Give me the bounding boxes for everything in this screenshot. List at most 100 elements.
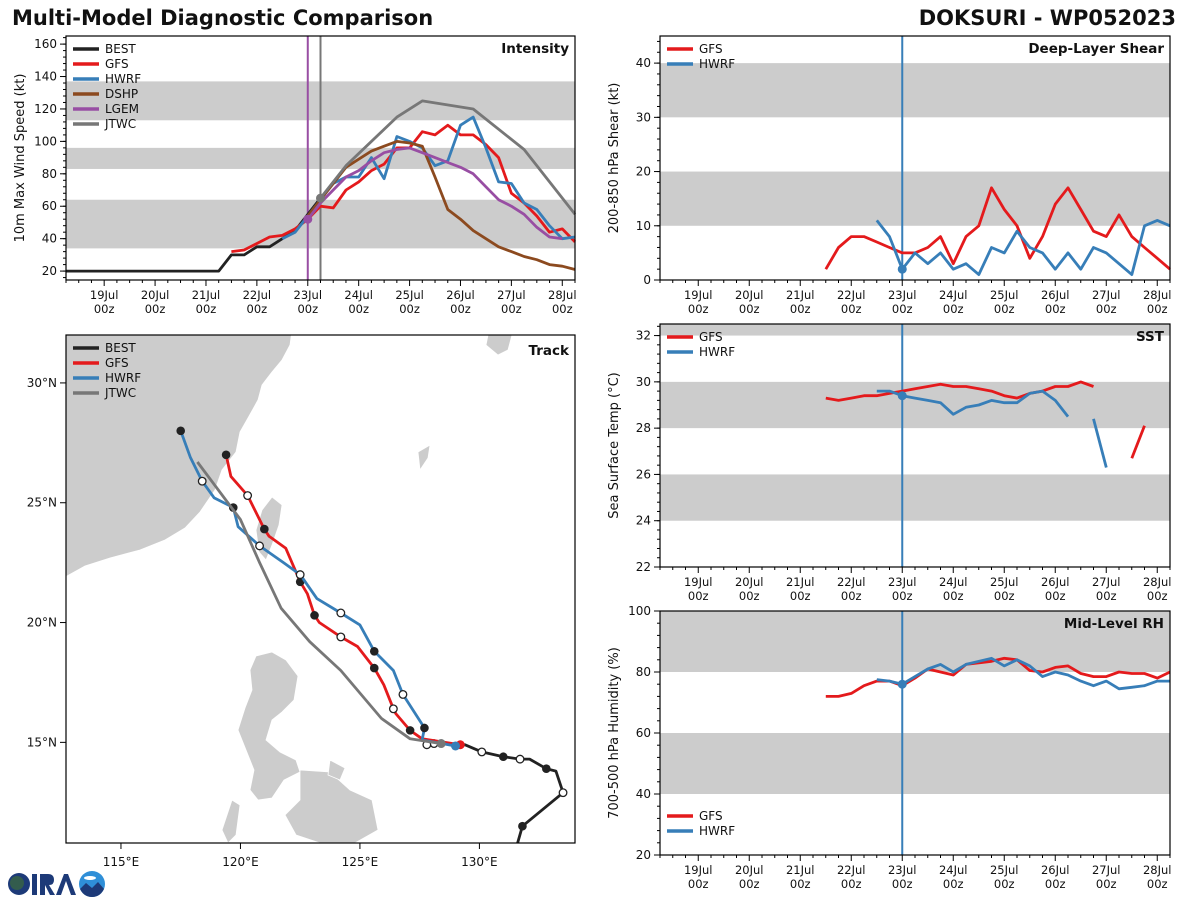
- x-tick-label-hour: 00z: [943, 877, 964, 891]
- series-line: [876, 656, 1170, 691]
- x-tick-label-hour: 00z: [1147, 877, 1168, 891]
- x-tick-label-hour: 00z: [739, 589, 760, 603]
- x-tick-label-date: 28Jul: [1143, 575, 1172, 589]
- series-jtwc: [316, 99, 577, 216]
- y-tick-label: 60: [636, 726, 651, 740]
- y-tick-label: 22: [636, 560, 651, 574]
- x-tick-label-date: 27Jul: [497, 288, 526, 302]
- track-marker-open: [388, 704, 398, 714]
- x-tick-label-hour: 00z: [1096, 302, 1117, 316]
- x-tick-label-hour: 00z: [790, 302, 811, 316]
- y-tick-label: 140: [34, 70, 57, 84]
- plot-frame: [659, 35, 1171, 281]
- land-mainland-china: [66, 335, 292, 578]
- analysis-marker: [897, 679, 907, 689]
- x-tick-label-date: 25Jul: [990, 575, 1019, 589]
- x-tick-label-hour: 00z: [892, 302, 913, 316]
- x-tick-label-date: 21Jul: [786, 288, 815, 302]
- panel-intensity: 19Jul00z20Jul00z21Jul00z22Jul00z23Jul00z…: [13, 35, 577, 316]
- y-tick-label: 20: [42, 264, 57, 278]
- cira-logo: [8, 871, 105, 897]
- y-tick-label: 80: [636, 665, 651, 679]
- legend-item-hwrf: HWRF: [667, 345, 735, 359]
- x-tick-label-hour: 00z: [196, 302, 217, 316]
- x-tick-label-date: 27Jul: [1092, 863, 1121, 877]
- x-tick-label-date: 19Jul: [684, 575, 713, 589]
- x-tick-label-hour: 00z: [1096, 877, 1117, 891]
- legend-item-gfs: GFS: [667, 809, 723, 823]
- track-marker-open: [477, 747, 487, 757]
- track-marker-filled: [221, 450, 231, 460]
- legend-item-jtwc: JTWC: [73, 386, 136, 400]
- legend-item-lgem: LGEM: [73, 102, 139, 116]
- x-tick-label-date: 23Jul: [888, 863, 917, 877]
- series-hwrf: [875, 218, 1171, 277]
- y-tick-label: 28: [636, 421, 651, 435]
- track-marker-filled: [420, 723, 429, 733]
- x-tick-label-hour: 00z: [994, 589, 1015, 603]
- y-tick-label: 0: [643, 273, 651, 287]
- track-marker-open: [295, 570, 305, 580]
- plot-frame: [659, 323, 1171, 568]
- legend-item-hwrf: HWRF: [73, 371, 141, 385]
- y-axis-label: 700-500 hPa Humidity (%): [607, 647, 622, 819]
- x-tick-label: 120°E: [222, 855, 259, 869]
- analysis-marker: [897, 391, 907, 401]
- x-tick-label-hour: 00z: [892, 877, 913, 891]
- panel-title: Track: [529, 343, 570, 359]
- legend-item-gfs: GFS: [73, 356, 129, 370]
- x-tick-label-hour: 00z: [399, 302, 420, 316]
- x-tick-label-date: 26Jul: [1041, 863, 1070, 877]
- x-tick-label-date: 26Jul: [446, 288, 475, 302]
- land-ryukyu: [417, 444, 431, 472]
- shaded-band: [660, 171, 1170, 226]
- x-tick-label: 130°E: [461, 855, 498, 869]
- track-line: [179, 430, 456, 748]
- legend-item-hwrf: HWRF: [73, 72, 141, 86]
- track-marker-open: [336, 632, 346, 642]
- series-line: [875, 218, 1171, 277]
- y-tick-label: 20°N: [27, 616, 57, 630]
- x-tick-label-date: 24Jul: [939, 288, 968, 302]
- y-axis-label: 10m Max Wind Speed (kt): [13, 74, 28, 243]
- land-palawan: [221, 799, 241, 843]
- track-marker-open: [255, 541, 265, 551]
- panel-shear: 19Jul00z20Jul00z21Jul00z22Jul00z23Jul00z…: [607, 35, 1172, 316]
- track-marker-open: [558, 788, 568, 798]
- x-tick-label-date: 20Jul: [141, 288, 170, 302]
- x-tick-label-hour: 00z: [1045, 302, 1066, 316]
- x-tick-label-hour: 00z: [790, 877, 811, 891]
- legend-label: DSHP: [105, 87, 138, 101]
- land-japan: [485, 335, 513, 356]
- panel-title: SST: [1136, 329, 1165, 345]
- panel-rh: 19Jul00z20Jul00z21Jul00z22Jul00z23Jul00z…: [607, 604, 1172, 891]
- track-marker-open: [398, 689, 408, 699]
- track-marker-filled: [310, 611, 319, 620]
- x-tick-label-hour: 00z: [841, 877, 862, 891]
- y-tick-label: 120: [34, 102, 57, 116]
- y-tick-label: 20: [636, 165, 651, 179]
- panel-sst: 19Jul00z20Jul00z21Jul00z22Jul00z23Jul00z…: [607, 323, 1172, 603]
- x-tick-label-hour: 00z: [1147, 302, 1168, 316]
- shaded-band: [660, 474, 1170, 521]
- series-dshp: [306, 139, 576, 271]
- x-tick-label-date: 26Jul: [1041, 288, 1070, 302]
- land-layer: [66, 335, 513, 843]
- legend-label: HWRF: [105, 371, 141, 385]
- series-lgem: [303, 146, 563, 241]
- y-tick-label: 30°N: [27, 376, 57, 390]
- y-tick-label: 40: [42, 232, 57, 246]
- x-tick-label-date: 21Jul: [786, 863, 815, 877]
- track-line: [426, 742, 565, 843]
- track-marker-filled: [369, 647, 379, 656]
- x-tick-label-hour: 00z: [501, 302, 522, 316]
- legend-item-jtwc: JTWC: [73, 117, 136, 131]
- shaded-band: [660, 733, 1170, 794]
- track-best: [422, 739, 568, 843]
- x-tick-label-date: 23Jul: [294, 288, 323, 302]
- y-tick-label: 32: [636, 329, 651, 343]
- x-tick-label-date: 23Jul: [888, 288, 917, 302]
- track-marker-filled: [542, 764, 551, 774]
- track-marker-filled: [518, 821, 527, 831]
- legend-item-best: BEST: [73, 341, 136, 355]
